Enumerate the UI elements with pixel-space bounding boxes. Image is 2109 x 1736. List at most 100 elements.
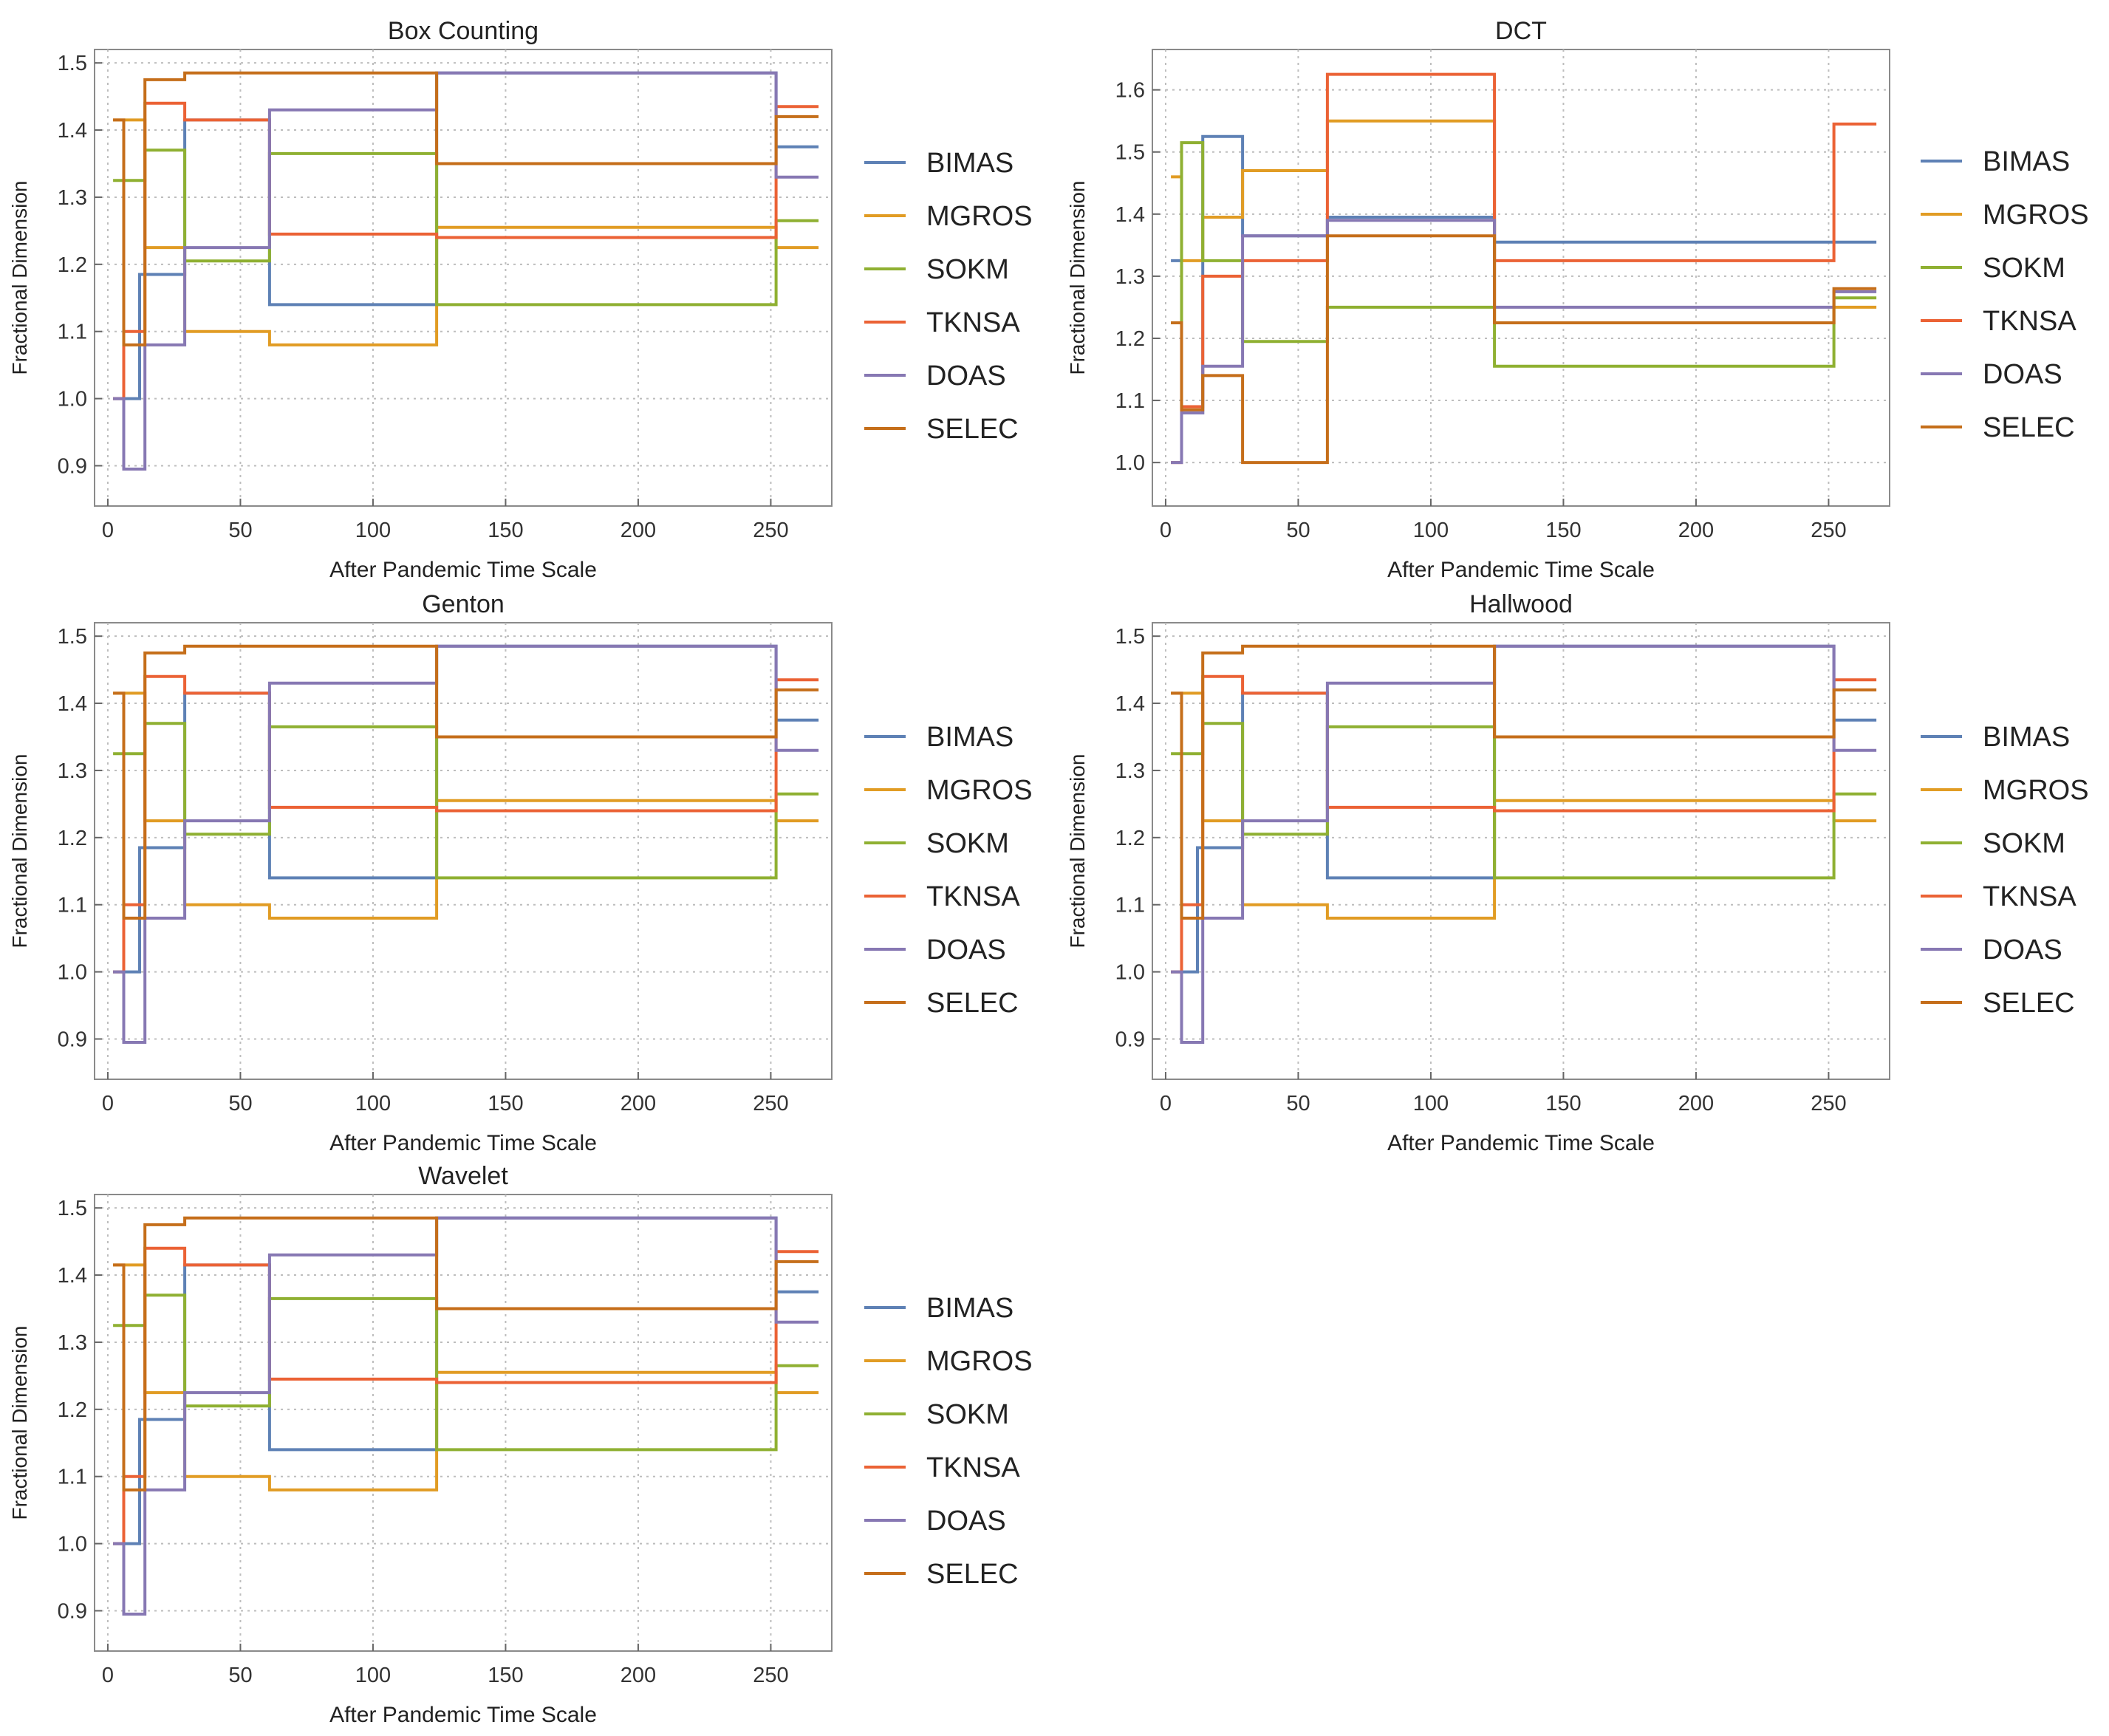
legend-label: MGROS <box>926 1346 1033 1377</box>
legend-label: TKNSA <box>1983 306 2076 337</box>
x-tick-label: 0 <box>102 1664 114 1687</box>
series-line-selec <box>113 71 819 346</box>
chart-panel-box-counting: 0 50 100 150 200 250 0.9 1.0 1.1 1.2 1.3 1.4 1.5 Box … <box>8 17 1033 582</box>
y-tick-label: 1.5 <box>58 1197 87 1220</box>
x-tick-label: 100 <box>355 519 391 542</box>
legend-label: BIMAS <box>1983 146 2070 177</box>
series-line-selec <box>1171 234 1877 465</box>
series-line-tknsa <box>113 101 819 400</box>
y-axis-label: Fractional Dimension <box>8 754 31 949</box>
x-tick-label: 200 <box>621 1092 656 1115</box>
y-tick-label: 0.9 <box>58 454 87 478</box>
series-line-sokm <box>1171 141 1877 368</box>
plot-frame <box>94 1194 833 1652</box>
legend-label: SOKM <box>926 828 1009 859</box>
legend-label: MGROS <box>1983 775 2089 806</box>
x-tick-label: 50 <box>228 1092 252 1115</box>
series-line-bimas <box>113 71 819 400</box>
series-group <box>1171 644 1877 1044</box>
plot-frame <box>94 622 833 1080</box>
y-tick-label: 1.2 <box>1115 327 1145 351</box>
x-tick-label: 250 <box>753 519 788 542</box>
y-tick-label: 1.4 <box>58 119 87 143</box>
legend-label: SELEC <box>926 414 1019 445</box>
legend-item-doas: DOAS <box>1921 359 2062 390</box>
chart-title: DCT <box>1495 17 1547 45</box>
legend-item-tknsa: TKNSA <box>864 881 1020 912</box>
legend-label: DOAS <box>926 934 1006 966</box>
x-tick-label: 250 <box>1811 1092 1846 1115</box>
series-line-bimas <box>1171 644 1877 974</box>
y-tick-label: 1.0 <box>58 388 87 411</box>
y-tick-label: 1.3 <box>1115 759 1145 783</box>
x-tick-label: 100 <box>355 1664 391 1687</box>
x-tick-label: 150 <box>1545 519 1581 542</box>
legend-label: TKNSA <box>1983 881 2076 912</box>
y-tick-label: 0.9 <box>1115 1028 1145 1051</box>
x-axis-label: After Pandemic Time Scale <box>1387 1131 1655 1155</box>
series-line-doas <box>113 1216 819 1616</box>
series-group <box>113 1216 819 1616</box>
y-axis-label: Fractional Dimension <box>1066 754 1089 949</box>
legend-label: SOKM <box>1983 253 2065 284</box>
y-tick-label: 1.4 <box>1115 692 1145 716</box>
y-tick-label: 1.1 <box>1115 894 1145 917</box>
legend-item-selec: SELEC <box>1921 988 2075 1019</box>
x-tick-label: 150 <box>488 1664 523 1687</box>
legend-item-tknsa: TKNSA <box>864 307 1020 338</box>
y-tick-label: 1.2 <box>58 253 87 277</box>
legend-item-sokm: SOKM <box>1921 253 2065 284</box>
x-tick-label: 250 <box>753 1092 788 1115</box>
y-tick-label: 1.2 <box>58 1398 87 1422</box>
legend-item-bimas: BIMAS <box>864 148 1014 179</box>
y-axis-label: Fractional Dimension <box>1066 181 1089 375</box>
y-tick-label: 1.3 <box>58 759 87 783</box>
series-line-doas <box>1171 644 1877 1044</box>
x-axis-label: After Pandemic Time Scale <box>329 1131 597 1155</box>
legend-item-sokm: SOKM <box>1921 828 2065 859</box>
x-tick-label: 250 <box>1811 519 1846 542</box>
plot-frame <box>94 49 833 507</box>
plot-frame <box>1152 49 1890 507</box>
legend-item-selec: SELEC <box>864 1559 1019 1590</box>
legend-label: DOAS <box>1983 359 2062 390</box>
legend-label: SELEC <box>1983 988 2075 1019</box>
y-tick-label: 1.5 <box>1115 141 1145 165</box>
legend-item-mgros: MGROS <box>864 775 1033 806</box>
y-tick-label: 1.5 <box>1115 625 1145 649</box>
legend-label: DOAS <box>926 1506 1006 1537</box>
series-line-selec <box>113 1216 819 1491</box>
legend-item-bimas: BIMAS <box>1921 722 2070 753</box>
legend-item-bimas: BIMAS <box>864 722 1014 753</box>
legend-item-bimas: BIMAS <box>1921 146 2070 177</box>
y-tick-label: 1.0 <box>58 1533 87 1556</box>
series-line-mgros <box>1171 691 1877 920</box>
legend-item-sokm: SOKM <box>864 254 1009 285</box>
y-tick-label: 1.1 <box>58 894 87 917</box>
legend-item-tknsa: TKNSA <box>1921 881 2076 912</box>
legend-label: TKNSA <box>926 1452 1020 1483</box>
legend: BIMAS MGROS SOKM TKNSA DOAS SELEC <box>864 148 1033 445</box>
y-tick-label: 0.9 <box>58 1599 87 1623</box>
legend-item-doas: DOAS <box>1921 934 2062 966</box>
series-line-selec <box>113 644 819 920</box>
x-tick-label: 50 <box>228 519 252 542</box>
legend-label: MGROS <box>1983 199 2089 230</box>
legend: BIMAS MGROS SOKM TKNSA DOAS SELEC <box>1921 722 2089 1019</box>
legend-item-doas: DOAS <box>864 1506 1006 1537</box>
series-line-tknsa <box>1171 72 1877 465</box>
y-tick-label: 1.0 <box>58 961 87 985</box>
legend-label: BIMAS <box>1983 722 2070 753</box>
legend-item-mgros: MGROS <box>864 1346 1033 1377</box>
y-tick-label: 1.5 <box>58 625 87 649</box>
legend-item-sokm: SOKM <box>864 828 1009 859</box>
plot-frame <box>1152 622 1890 1080</box>
y-tick-label: 1.3 <box>58 1331 87 1355</box>
x-tick-label: 200 <box>1678 519 1714 542</box>
series-line-tknsa <box>113 1246 819 1545</box>
x-tick-label: 50 <box>1286 519 1310 542</box>
series-line-mgros <box>113 691 819 920</box>
series-line-mgros <box>1171 119 1877 324</box>
legend-label: DOAS <box>1983 934 2062 966</box>
